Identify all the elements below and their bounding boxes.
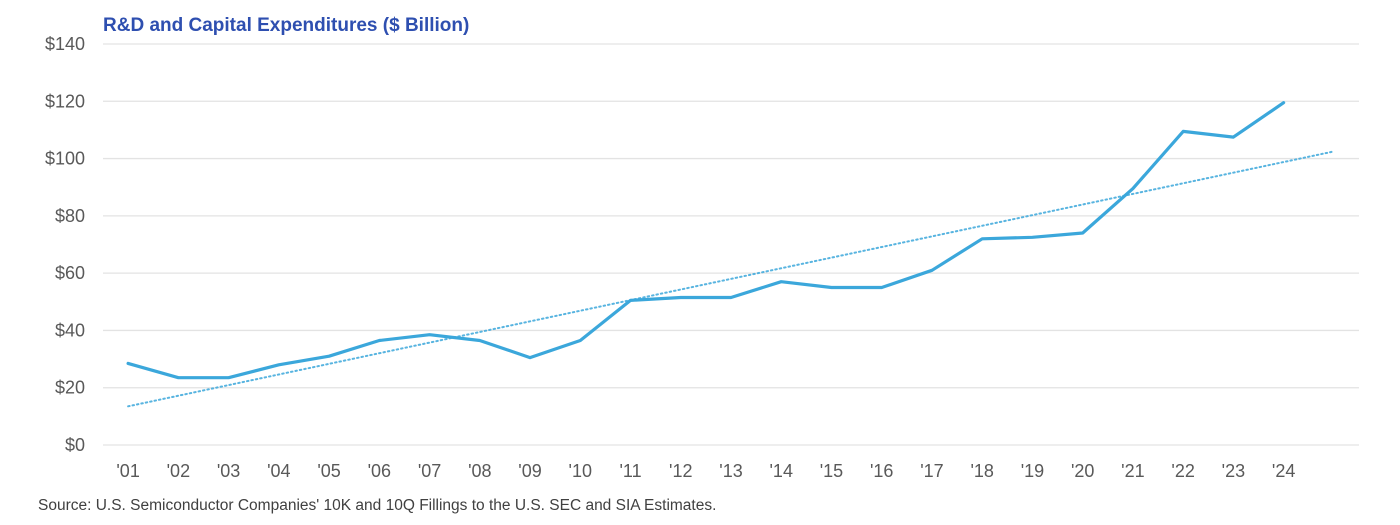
x-tick-label: '04: [267, 461, 290, 481]
x-tick-label: '06: [368, 461, 391, 481]
series-layer: [126, 101, 1286, 380]
x-tick-label: '15: [820, 461, 843, 481]
y-tick-label: $80: [55, 206, 85, 226]
x-tick-label: '07: [418, 461, 441, 481]
y-tick-label: $40: [55, 320, 85, 340]
x-tick-label: '22: [1171, 461, 1194, 481]
x-tick-label: '12: [669, 461, 692, 481]
trendline-layer: [127, 150, 1335, 408]
y-tick-label: $100: [45, 149, 85, 169]
x-tick-label: '13: [719, 461, 742, 481]
y-tick-label: $0: [65, 435, 85, 455]
x-tick-label: '20: [1071, 461, 1094, 481]
x-tick-label: '10: [569, 461, 592, 481]
x-tick-label: '24: [1272, 461, 1295, 481]
gridlines: [103, 43, 1359, 446]
x-tick-label: '09: [518, 461, 541, 481]
x-tick-label: '05: [317, 461, 340, 481]
x-tick-label: '18: [970, 461, 993, 481]
y-tick-label: $20: [55, 378, 85, 398]
x-tick-label: '17: [920, 461, 943, 481]
y-tick-label: $140: [45, 34, 85, 54]
x-tick-label: '02: [167, 461, 190, 481]
y-axis-ticks: $0 $20 $40 $60 $80 $100 $120 $140: [45, 34, 85, 455]
chart-title: R&D and Capital Expenditures ($ Billion): [103, 15, 469, 36]
x-tick-label: '11: [619, 461, 641, 481]
trendline: [127, 150, 1335, 408]
x-tick-label: '08: [468, 461, 491, 481]
x-tick-label: '14: [770, 461, 793, 481]
x-tick-label: '16: [870, 461, 893, 481]
x-tick-label: '21: [1121, 461, 1144, 481]
y-tick-label: $60: [55, 263, 85, 283]
x-tick-label: '19: [1021, 461, 1044, 481]
x-axis-ticks: '01 '02 '03 '04 '05 '06 '07 '08 '09 '10 '11 '12 '13 '…: [116, 461, 1295, 481]
series-line: [126, 101, 1286, 380]
x-tick-label: '01: [116, 461, 139, 481]
x-tick-label: '03: [217, 461, 240, 481]
y-tick-label: $120: [45, 91, 85, 111]
source-note: Source: U.S. Semiconductor Companies' 10…: [38, 497, 716, 514]
x-tick-label: '23: [1222, 461, 1245, 481]
